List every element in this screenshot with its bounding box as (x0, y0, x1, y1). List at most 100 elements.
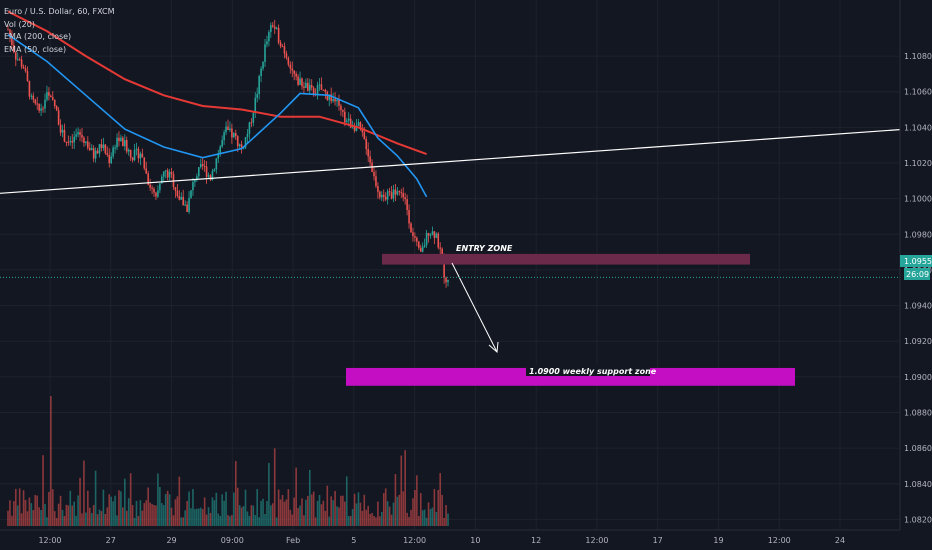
volume-bar (90, 513, 93, 526)
candle-body (303, 86, 305, 88)
candle-body (277, 27, 280, 43)
candle-body (30, 95, 33, 97)
candle-body (147, 173, 149, 185)
volume-bar (96, 514, 99, 526)
volume-bar (297, 508, 299, 526)
candle-body (375, 176, 377, 187)
legend-ema200[interactable]: EMA (200, close) (4, 32, 72, 41)
candle-body (229, 128, 231, 131)
candle-body (129, 149, 132, 158)
candle-body (398, 191, 401, 193)
volume-bar (423, 509, 426, 526)
candle-body (396, 191, 399, 195)
volume-bar (153, 505, 155, 526)
candle-body (168, 171, 171, 178)
candle-body (116, 137, 118, 148)
volume-bar (9, 500, 11, 526)
candle-body (182, 196, 185, 206)
volume-bar (85, 512, 87, 526)
volume-bar (231, 515, 233, 526)
candle-body (161, 176, 163, 184)
candle-body (400, 192, 403, 194)
candle-body (316, 85, 319, 94)
candle-body (20, 59, 23, 67)
candle-body (392, 189, 395, 199)
volume-bar (279, 499, 282, 526)
time-tick-label: 12:00 (585, 536, 608, 545)
volume-bar (229, 516, 231, 526)
volume-bar (386, 501, 389, 526)
volume-bar (207, 507, 210, 526)
volume-bar (363, 494, 366, 526)
candle-body (308, 85, 311, 91)
volume-bar (400, 455, 403, 526)
volume-bar (398, 494, 401, 526)
candle-body (170, 171, 173, 175)
candle-body (164, 170, 167, 172)
volume-bar (435, 511, 438, 526)
volume-bar (67, 505, 70, 526)
volume-bar (381, 511, 383, 526)
volume-bar (176, 496, 179, 526)
candle-body (429, 234, 432, 236)
trendline[interactable] (0, 126, 932, 194)
volume-bar (7, 510, 9, 526)
price-tick-label: 1.08600 (904, 444, 932, 453)
volume-bar (240, 507, 243, 526)
price-tick-label: 1.10600 (904, 88, 932, 97)
candle-body (439, 247, 442, 249)
candle-body (443, 260, 445, 278)
candle-body (427, 233, 430, 236)
volume-bar (59, 495, 62, 526)
candle-body (83, 137, 85, 143)
volume-bar (236, 487, 239, 526)
volume-bar (318, 494, 321, 526)
legend-ema50[interactable]: EMA (50, close) (4, 44, 67, 54)
volume-bar (188, 491, 190, 526)
volume-bar (122, 507, 124, 526)
legend-symbol[interactable]: Euro / U.S. Dollar, 60, FXCM (4, 7, 115, 16)
candle-body (293, 70, 295, 74)
volume-bar (20, 513, 23, 526)
volume-bar (258, 517, 260, 526)
support-zone-box[interactable] (346, 367, 795, 386)
candle-body (112, 147, 114, 157)
volume-bar (349, 516, 352, 526)
candle-body (384, 196, 387, 200)
entry-zone-box[interactable] (382, 253, 750, 265)
volume-bar (447, 513, 449, 526)
volume-bar (307, 495, 309, 526)
volume-bar (408, 516, 410, 526)
candle-body (9, 29, 11, 36)
volume-bar (419, 493, 422, 526)
candle-body (88, 148, 91, 150)
candle-body (149, 184, 151, 188)
candle-body (85, 141, 87, 143)
bar-countdown-value: 26:09 (906, 270, 929, 279)
price-tick-label: 1.08800 (904, 409, 932, 418)
candle-body (307, 82, 309, 91)
price-tick-label: 1.10800 (904, 52, 932, 61)
volume-bar (301, 498, 303, 526)
legend-volume[interactable]: Vol (20) (4, 19, 35, 29)
volume-bar (233, 492, 235, 526)
volume-bar (184, 510, 186, 526)
volume-bar (225, 491, 227, 526)
volume-bar (145, 500, 148, 526)
candle-body (151, 187, 153, 189)
candle-body (408, 210, 410, 224)
candle-body (125, 140, 128, 152)
volume-bar (34, 495, 37, 526)
candle-body (419, 247, 422, 252)
volume-bar (238, 505, 241, 526)
volume-bar (334, 490, 336, 526)
candle-body (344, 111, 346, 123)
volume-bar (445, 504, 447, 526)
candle-body (100, 144, 103, 149)
volume-bar (168, 494, 171, 526)
candle-body (283, 46, 286, 54)
candle-body (254, 97, 257, 114)
candle-body (377, 186, 379, 192)
candle-body (410, 223, 412, 233)
